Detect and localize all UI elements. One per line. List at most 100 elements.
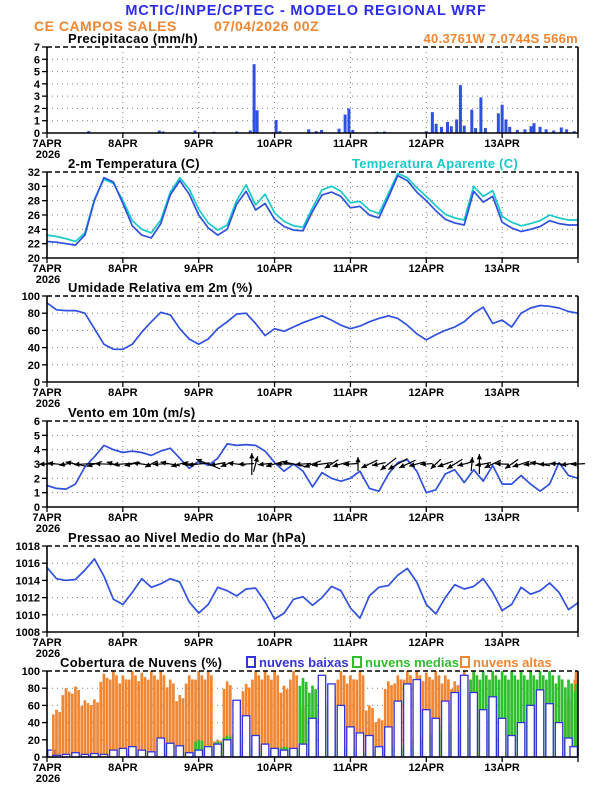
svg-text:9APR: 9APR — [184, 263, 213, 275]
svg-text:8APR: 8APR — [108, 512, 137, 524]
svg-text:7APR: 7APR — [32, 387, 61, 399]
svg-text:9APR: 9APR — [184, 387, 213, 399]
svg-text:32: 32 — [28, 167, 40, 179]
svg-text:13APR: 13APR — [484, 138, 520, 150]
svg-text:13APR: 13APR — [484, 512, 520, 524]
svg-text:26: 26 — [28, 210, 40, 222]
svg-text:5: 5 — [34, 430, 40, 442]
pressure-title: Pressao ao Nivel Medio do Mar (hPa) — [68, 530, 307, 545]
temperature-chart: 20 22 24 26 28 30 32 7APR 8APR 9APR 10APR 11APR 12AP… — [28, 167, 579, 286]
svg-text:5: 5 — [34, 67, 40, 79]
station-name: CE CAMPOS SALES — [34, 18, 177, 34]
nuvens-medias-label: nuvens medias — [365, 655, 459, 670]
svg-text:2026: 2026 — [36, 648, 60, 660]
svg-text:40: 40 — [28, 343, 40, 355]
station-coordinates: 40.3761W 7.0744S 566m — [423, 31, 578, 46]
svg-text:9APR: 9APR — [184, 138, 213, 150]
svg-text:12APR: 12APR — [409, 762, 445, 774]
svg-text:4: 4 — [34, 445, 41, 457]
svg-text:40: 40 — [28, 718, 40, 730]
svg-text:60: 60 — [28, 325, 40, 337]
svg-text:10APR: 10APR — [257, 387, 293, 399]
svg-text:1: 1 — [34, 488, 40, 500]
nuvens-medias-swatch-icon — [352, 656, 362, 668]
svg-text:0: 0 — [34, 128, 40, 140]
svg-text:11APR: 11APR — [333, 263, 368, 275]
svg-text:10APR: 10APR — [257, 637, 293, 649]
svg-text:2026: 2026 — [36, 773, 60, 785]
nuvens-baixas-swatch-icon — [246, 656, 256, 668]
svg-text:1010: 1010 — [16, 610, 40, 622]
svg-text:13APR: 13APR — [484, 263, 520, 275]
svg-text:1018: 1018 — [16, 541, 40, 553]
svg-text:7APR: 7APR — [32, 263, 61, 275]
svg-text:13APR: 13APR — [484, 762, 520, 774]
svg-text:2: 2 — [34, 103, 40, 115]
svg-text:12APR: 12APR — [409, 512, 445, 524]
svg-text:60: 60 — [28, 700, 40, 712]
wind-title: Vento em 10m (m/s) — [68, 405, 196, 420]
svg-text:1016: 1016 — [16, 558, 40, 570]
svg-text:9APR: 9APR — [184, 512, 213, 524]
temperature-title: 2-m Temperatura (C) — [68, 156, 200, 171]
humidity-title: Umidade Relativa em 2m (%) — [68, 280, 253, 295]
svg-text:10APR: 10APR — [257, 263, 293, 275]
svg-text:7APR: 7APR — [32, 762, 61, 774]
svg-text:9APR: 9APR — [184, 762, 213, 774]
panel-cloud-cover: Cobertura de Nuvens (%) nuvens baixas nu… — [0, 654, 612, 786]
svg-text:7APR: 7APR — [32, 138, 61, 150]
svg-text:7APR: 7APR — [32, 637, 61, 649]
svg-text:11APR: 11APR — [333, 387, 368, 399]
svg-text:10APR: 10APR — [257, 762, 293, 774]
svg-text:0: 0 — [34, 377, 40, 389]
svg-text:13APR: 13APR — [484, 387, 520, 399]
svg-text:20: 20 — [28, 253, 40, 265]
wind-chart: 0 1 2 3 4 5 6 7APR 8APR 9APR 10APR 11APR 12APR 13APR 2… — [32, 416, 586, 535]
pressure-chart: 1008 1010 1012 1014 1016 1018 7APR 8APR 9APR 10AP… — [16, 541, 579, 660]
svg-text:0: 0 — [34, 502, 40, 514]
panel-wind: Vento em 10m (m/s) 0 1 2 3 4 5 6 7APR 8APR 9APR 10… — [0, 404, 612, 536]
nuvens-altas-label: nuvens altas — [473, 655, 552, 670]
svg-text:100: 100 — [22, 291, 40, 303]
svg-text:8APR: 8APR — [108, 138, 137, 150]
svg-text:13APR: 13APR — [484, 637, 520, 649]
svg-text:11APR: 11APR — [333, 512, 368, 524]
svg-text:24: 24 — [28, 224, 41, 236]
svg-text:2026: 2026 — [36, 149, 60, 161]
panel-humidity: Umidade Relativa em 2m (%) 0 20 40 60 80 100 7… — [0, 279, 612, 411]
svg-text:1014: 1014 — [16, 575, 41, 587]
svg-text:8APR: 8APR — [108, 637, 137, 649]
svg-text:12APR: 12APR — [409, 138, 445, 150]
svg-text:80: 80 — [28, 683, 40, 695]
svg-text:11APR: 11APR — [333, 762, 368, 774]
svg-text:8APR: 8APR — [108, 263, 137, 275]
nuvens-baixas-label: nuvens baixas — [259, 655, 349, 670]
svg-text:11APR: 11APR — [333, 637, 368, 649]
svg-text:7APR: 7APR — [32, 512, 61, 524]
svg-text:2026: 2026 — [36, 398, 60, 410]
svg-text:22: 22 — [28, 239, 40, 251]
legend-nuvens-altas: nuvens altas — [460, 655, 552, 670]
svg-text:11APR: 11APR — [333, 138, 368, 150]
svg-text:0: 0 — [34, 752, 40, 764]
svg-text:20: 20 — [28, 360, 40, 372]
svg-text:28: 28 — [28, 196, 40, 208]
svg-text:2026: 2026 — [36, 274, 60, 286]
svg-text:20: 20 — [28, 735, 40, 747]
svg-text:1008: 1008 — [16, 627, 40, 639]
svg-text:4: 4 — [34, 79, 41, 91]
svg-text:3: 3 — [34, 459, 40, 471]
cloud-cover-chart: 0 20 40 60 80 100 7APR 8APR 9APR 10APR 11APR 12APR 1… — [22, 666, 579, 785]
svg-text:10APR: 10APR — [257, 512, 293, 524]
svg-text:7: 7 — [34, 42, 40, 54]
svg-text:1012: 1012 — [16, 593, 40, 605]
cloud-cover-title: Cobertura de Nuvens (%) — [60, 655, 223, 670]
svg-text:80: 80 — [28, 308, 40, 320]
svg-text:12APR: 12APR — [409, 637, 445, 649]
svg-text:2: 2 — [34, 473, 40, 485]
svg-text:8APR: 8APR — [108, 762, 137, 774]
svg-text:6: 6 — [34, 416, 40, 428]
apparent-temperature-label: Temperatura Aparente (C) — [352, 156, 519, 171]
svg-text:12APR: 12APR — [409, 387, 445, 399]
